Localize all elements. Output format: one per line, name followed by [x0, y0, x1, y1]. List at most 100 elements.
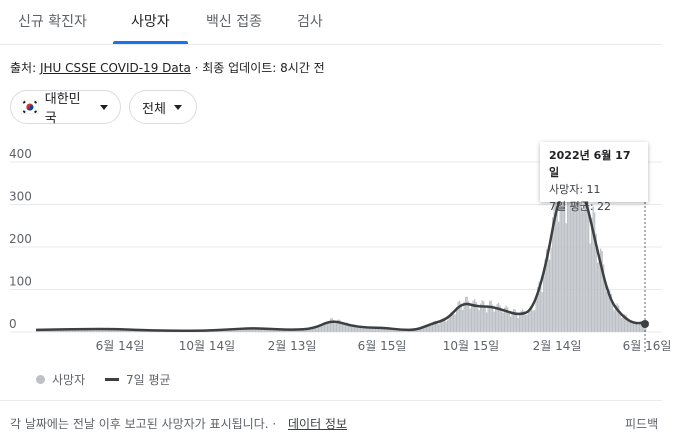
daily-deaths-bar	[514, 309, 516, 332]
daily-deaths-bar	[609, 289, 611, 332]
tab-testing[interactable]: 검사	[297, 14, 323, 30]
x-tick-label: 6월 14일	[96, 339, 145, 353]
tab-bar: 신규 확진자 사망자 백신 접종 검사	[0, 0, 662, 45]
daily-deaths-bar	[564, 185, 566, 332]
daily-deaths-bar	[562, 161, 564, 332]
daily-deaths-bar	[537, 287, 539, 332]
daily-deaths-bar	[592, 206, 594, 332]
daily-deaths-bar	[438, 324, 440, 332]
daily-deaths-bar	[102, 328, 104, 332]
source-link[interactable]: JHU CSSE COVID-19 Data	[39, 61, 191, 75]
daily-deaths-bar	[273, 328, 275, 332]
daily-deaths-bar	[441, 318, 443, 332]
daily-deaths-bar	[72, 329, 74, 332]
daily-deaths-bar	[628, 321, 630, 332]
daily-deaths-bar	[328, 320, 330, 332]
feedback-link[interactable]: 피드백	[625, 417, 659, 431]
daily-deaths-bar	[534, 310, 536, 332]
daily-deaths-bar	[112, 329, 114, 332]
daily-deaths-bar	[513, 308, 515, 332]
daily-deaths-bar	[369, 327, 371, 332]
daily-deaths-bar	[555, 195, 557, 332]
tab-vaccination[interactable]: 백신 접종	[206, 14, 262, 30]
daily-deaths-bar	[498, 302, 500, 332]
daily-deaths-bar	[439, 321, 441, 332]
chevron-down-icon	[173, 104, 182, 110]
korea-flag-icon	[21, 99, 39, 115]
daily-deaths-bar	[312, 328, 314, 332]
x-tick-label: 10월 15일	[443, 339, 499, 353]
daily-deaths-bar	[96, 329, 98, 332]
daily-deaths-bar	[295, 329, 297, 332]
tooltip-average: 7일 평균: 22	[549, 200, 612, 213]
daily-deaths-bar	[502, 312, 504, 332]
daily-deaths-bar	[490, 300, 492, 332]
daily-deaths-bar	[550, 248, 552, 332]
daily-deaths-bar	[540, 283, 542, 332]
daily-deaths-bar	[375, 328, 377, 332]
y-tick-label: 0	[9, 317, 17, 331]
daily-deaths-bar	[582, 211, 584, 332]
daily-deaths-bar	[448, 315, 450, 332]
legend-swatch-line	[105, 378, 119, 381]
daily-deaths-bar	[625, 314, 627, 332]
daily-deaths-bar	[339, 319, 341, 332]
daily-deaths-bar	[241, 328, 243, 332]
daily-deaths-bar	[493, 311, 495, 332]
x-tick-label: 6월 16일	[623, 339, 672, 353]
daily-deaths-bar	[436, 321, 438, 332]
daily-deaths-bar	[391, 328, 393, 332]
daily-deaths-bar	[522, 309, 524, 332]
country-dropdown[interactable]: 대한민국	[10, 90, 121, 126]
daily-deaths-bar	[492, 304, 494, 332]
daily-deaths-bar	[645, 324, 647, 332]
x-tick-label: 2월 14일	[533, 339, 582, 353]
daily-deaths-bar	[457, 301, 459, 332]
daily-deaths-bar	[591, 218, 593, 332]
daily-deaths-bar	[507, 307, 509, 332]
daily-deaths-bar	[330, 318, 332, 332]
daily-deaths-bar	[505, 305, 507, 332]
daily-deaths-bar	[576, 162, 578, 332]
daily-deaths-bar	[414, 330, 416, 332]
daily-deaths-bar	[421, 328, 423, 332]
daily-deaths-bar	[286, 330, 288, 332]
daily-deaths-bar	[511, 311, 513, 332]
daily-deaths-bar	[381, 327, 383, 332]
daily-deaths-bar	[64, 329, 66, 332]
legend-swatch-bars	[36, 375, 45, 384]
daily-deaths-bar	[378, 326, 380, 332]
daily-deaths-bar	[334, 323, 336, 332]
daily-deaths-bar	[460, 303, 462, 332]
daily-deaths-bar	[223, 330, 225, 332]
daily-deaths-bar	[97, 328, 99, 332]
data-info-link[interactable]: 데이터 정보	[288, 417, 348, 431]
daily-deaths-bar	[340, 321, 342, 332]
daily-deaths-bar	[418, 328, 420, 332]
daily-deaths-bar	[565, 223, 567, 332]
daily-deaths-bar	[523, 311, 525, 332]
daily-deaths-bar	[367, 327, 369, 332]
daily-deaths-bar	[238, 329, 240, 332]
daily-deaths-bar	[357, 326, 359, 332]
daily-deaths-bar	[253, 328, 255, 332]
daily-deaths-bar	[451, 311, 453, 332]
daily-deaths-bar	[637, 324, 639, 332]
daily-deaths-bar	[345, 322, 347, 332]
daily-deaths-bar	[528, 309, 530, 332]
deaths-chart[interactable]: 400 300 200 100 0 6월 14일 10월 14일 2월 13일 6월 15일 1…	[0, 142, 697, 362]
daily-deaths-bar	[351, 326, 353, 332]
daily-deaths-bar	[624, 314, 626, 332]
source-prefix: 출처:	[10, 61, 40, 75]
daily-deaths-bar	[577, 151, 579, 332]
scope-dropdown[interactable]: 전체	[129, 90, 197, 124]
daily-deaths-bar	[574, 194, 576, 332]
daily-deaths-bar	[388, 327, 390, 332]
tab-deaths[interactable]: 사망자	[131, 14, 170, 30]
daily-deaths-bar	[525, 315, 527, 332]
daily-deaths-bar	[559, 182, 561, 332]
daily-deaths-bar	[385, 326, 387, 332]
daily-deaths-bar	[243, 327, 245, 332]
tab-new-cases[interactable]: 신규 확진자	[18, 14, 87, 30]
daily-deaths-bar	[616, 303, 618, 332]
